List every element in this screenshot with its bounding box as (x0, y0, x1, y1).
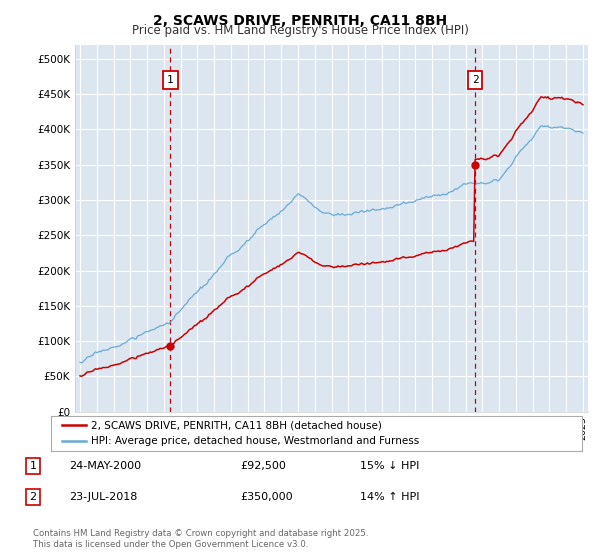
Text: 23-JUL-2018: 23-JUL-2018 (69, 492, 137, 502)
Text: 2, SCAWS DRIVE, PENRITH, CA11 8BH (detached house): 2, SCAWS DRIVE, PENRITH, CA11 8BH (detac… (91, 421, 382, 431)
Text: £92,500: £92,500 (240, 461, 286, 471)
Text: 14% ↑ HPI: 14% ↑ HPI (360, 492, 419, 502)
Text: Contains HM Land Registry data © Crown copyright and database right 2025.
This d: Contains HM Land Registry data © Crown c… (33, 529, 368, 549)
Text: 2: 2 (29, 492, 37, 502)
Text: 1: 1 (167, 75, 174, 85)
Text: Price paid vs. HM Land Registry's House Price Index (HPI): Price paid vs. HM Land Registry's House … (131, 24, 469, 37)
Text: 1: 1 (29, 461, 37, 471)
Text: HPI: Average price, detached house, Westmorland and Furness: HPI: Average price, detached house, West… (91, 436, 419, 446)
Text: £350,000: £350,000 (240, 492, 293, 502)
Text: 15% ↓ HPI: 15% ↓ HPI (360, 461, 419, 471)
Text: 2: 2 (472, 75, 478, 85)
Text: 2, SCAWS DRIVE, PENRITH, CA11 8BH: 2, SCAWS DRIVE, PENRITH, CA11 8BH (153, 14, 447, 28)
Text: 24-MAY-2000: 24-MAY-2000 (69, 461, 141, 471)
